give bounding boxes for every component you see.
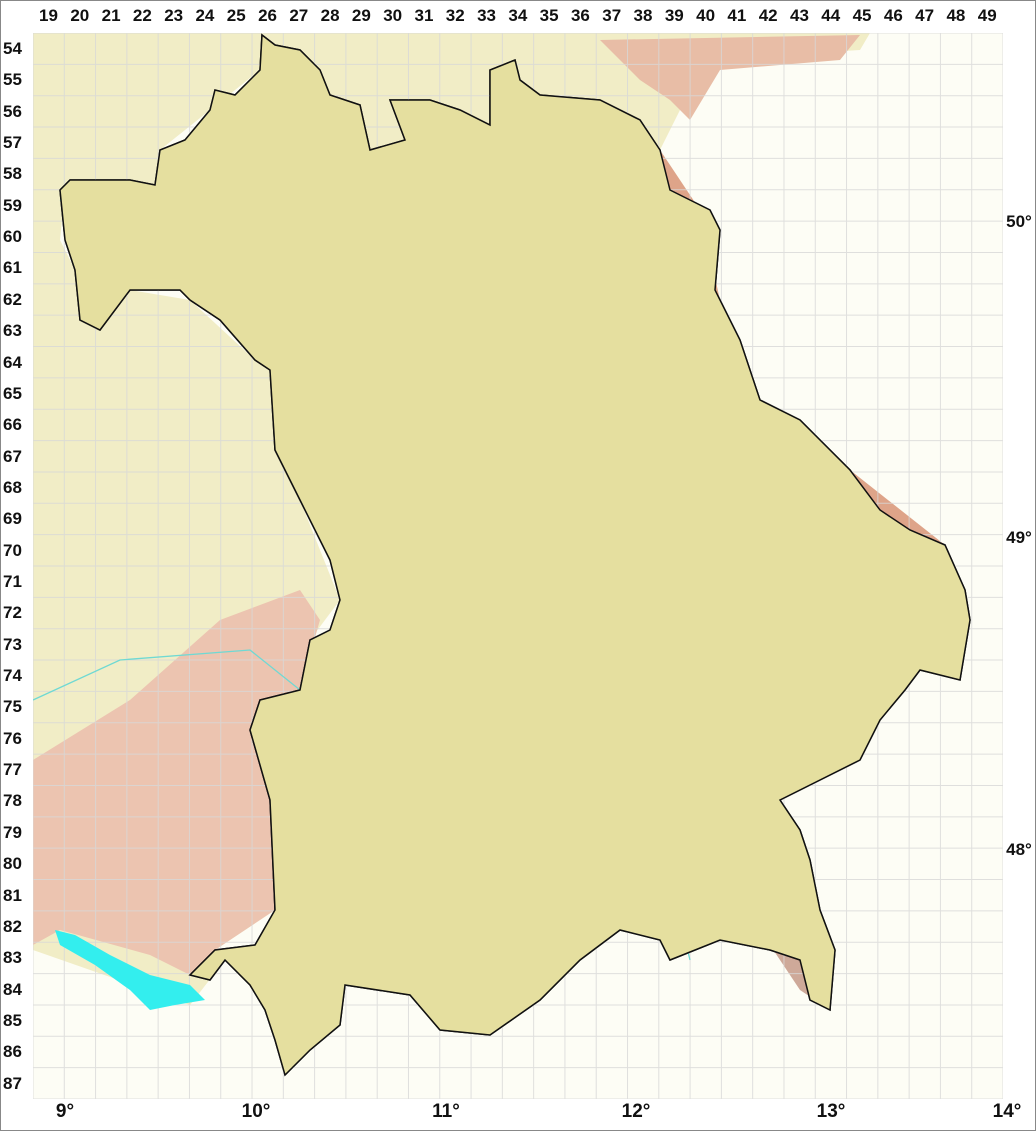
grid-row-label: 65 (3, 383, 22, 403)
latitude-label: 49° (1006, 528, 1032, 547)
grid-row-label: 55 (3, 70, 22, 90)
grid-row-label: 86 (3, 1042, 22, 1062)
distribution-map (33, 33, 1003, 1099)
grid-row-label: 82 (3, 916, 22, 936)
grid-row-label: 79 (3, 822, 22, 842)
grid-column-label: 40 (696, 6, 716, 25)
grid-column-label: 21 (101, 6, 121, 25)
grid-row-label: 62 (3, 289, 22, 309)
grid-column-label: 44 (821, 6, 841, 25)
grid-column-label: 41 (727, 6, 747, 25)
grid-row-label: 71 (3, 572, 22, 591)
grid-column-label: 26 (258, 6, 277, 25)
grid-column-label: 24 (195, 6, 215, 25)
grid-row-label: 74 (3, 666, 22, 686)
grid-row-label: 75 (3, 697, 22, 717)
grid-column-label: 20 (70, 6, 90, 25)
grid-column-label: 23 (164, 6, 184, 25)
grid-column-label: 22 (132, 6, 152, 25)
grid-row-label: 76 (3, 728, 22, 748)
longitude-label: 9° (55, 1101, 75, 1122)
grid-column-label: 43 (789, 6, 809, 25)
grid-column-label: 29 (351, 6, 371, 25)
grid-row-label: 69 (3, 509, 22, 529)
longitude-label: 12° (621, 1101, 651, 1122)
grid-row-label: 70 (3, 540, 22, 560)
grid-row-label: 63 (3, 321, 22, 341)
longitude-label: 14° (992, 1101, 1022, 1122)
grid-row-label: 81 (3, 885, 22, 905)
grid-row-label: 61 (3, 258, 22, 278)
grid-column-label: 47 (915, 6, 935, 25)
latitude-label: 48° (1006, 840, 1032, 859)
grid-row-label: 80 (3, 854, 22, 874)
grid-column-label: 25 (226, 6, 246, 25)
grid-column-label: 30 (383, 6, 403, 25)
grid-row-label: 77 (3, 760, 22, 780)
grid-row-label: 83 (3, 948, 22, 968)
grid-row-label: 84 (3, 979, 22, 999)
grid-row-label: 87 (3, 1073, 22, 1093)
grid-column-label: 27 (289, 6, 309, 25)
grid-column-label: 38 (633, 6, 653, 25)
grid-row-label: 73 (3, 634, 22, 654)
grid-column-label: 33 (477, 6, 497, 25)
lake-bodensee (55, 930, 205, 1010)
grid-column-label: 28 (320, 6, 340, 25)
terrain-outside-pink (33, 590, 320, 975)
grid-column-label: 35 (539, 6, 559, 25)
grid-row-label: 68 (3, 477, 22, 497)
grid-column-label: 48 (946, 6, 966, 25)
grid-column-label: 19 (39, 6, 58, 25)
grid-column-label: 34 (508, 6, 528, 25)
longitude-label: 13° (816, 1101, 846, 1122)
grid-row-label: 57 (3, 133, 22, 153)
grid-column-label: 45 (852, 6, 872, 25)
grid-row-label: 60 (3, 227, 22, 247)
grid-column-label: 39 (664, 6, 684, 25)
terrain-outside-pink-north (600, 35, 860, 120)
grid-column-label: 31 (414, 6, 434, 25)
grid-row-label: 58 (3, 164, 22, 184)
grid-row-label: 64 (3, 352, 22, 372)
grid-row-label: 59 (3, 195, 22, 215)
grid-column-label: 46 (883, 6, 903, 25)
longitude-label: 10° (241, 1101, 271, 1122)
grid-row-label: 72 (3, 603, 22, 623)
grid-row-label: 56 (3, 101, 22, 121)
grid-row-label: 67 (3, 446, 22, 466)
longitude-label: 11° (432, 1101, 460, 1122)
grid-column-label: 36 (570, 6, 590, 25)
latitude-label: 50° (1006, 212, 1032, 231)
grid-row-label: 85 (3, 1010, 22, 1030)
grid-column-label: 37 (602, 6, 622, 25)
grid-column-label: 42 (758, 6, 778, 25)
grid-row-label: 66 (3, 415, 22, 435)
grid-row-label: 54 (3, 39, 22, 58)
grid-column-label: 49 (977, 6, 997, 25)
grid-row-label: 78 (3, 791, 22, 811)
grid-column-label: 32 (445, 6, 465, 25)
